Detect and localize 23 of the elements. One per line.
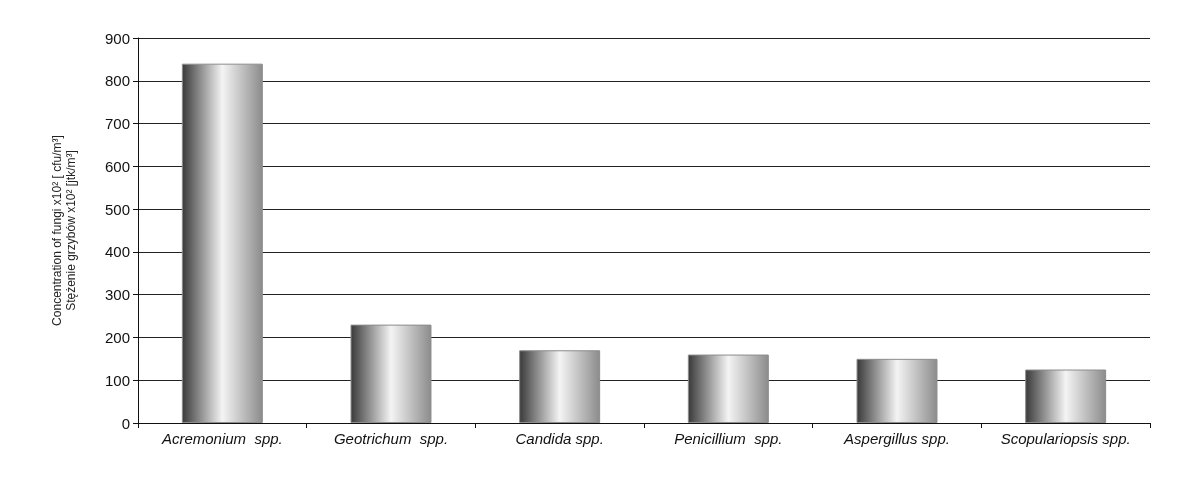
bar <box>687 354 769 423</box>
y-tick-label: 100 <box>104 371 130 389</box>
y-tick-label: 600 <box>104 157 130 175</box>
x-tick-label: Aspergillus spp. <box>843 430 950 447</box>
x-tick-label: Scopulariopsis spp. <box>1000 430 1131 447</box>
y-tick-label: 0 <box>121 414 130 432</box>
x-tick-label: Geotrichum spp. <box>333 430 449 447</box>
bar <box>350 324 432 423</box>
bar <box>519 350 601 423</box>
y-tick-label: 200 <box>104 328 130 346</box>
y-tick-label: 300 <box>104 286 130 304</box>
bar <box>856 358 938 423</box>
y-tick-label: 500 <box>104 200 130 218</box>
x-tick-label: Acremonium spp. <box>160 430 283 447</box>
bar <box>1025 369 1107 423</box>
y-tick-label: 700 <box>104 115 130 133</box>
x-tick-label: Candida spp. <box>515 430 604 447</box>
y-axis-title: Concentration of fungi x10² [ cfu/m³] Stężenie grzybów x10² [jtk/m³] <box>50 135 78 326</box>
bar <box>181 63 263 423</box>
x-tick-label: Penicillium spp. <box>674 430 783 447</box>
y-tick-label: 400 <box>104 243 130 261</box>
y-tick-label: 800 <box>104 72 130 90</box>
y-tick-label: 900 <box>104 29 130 47</box>
